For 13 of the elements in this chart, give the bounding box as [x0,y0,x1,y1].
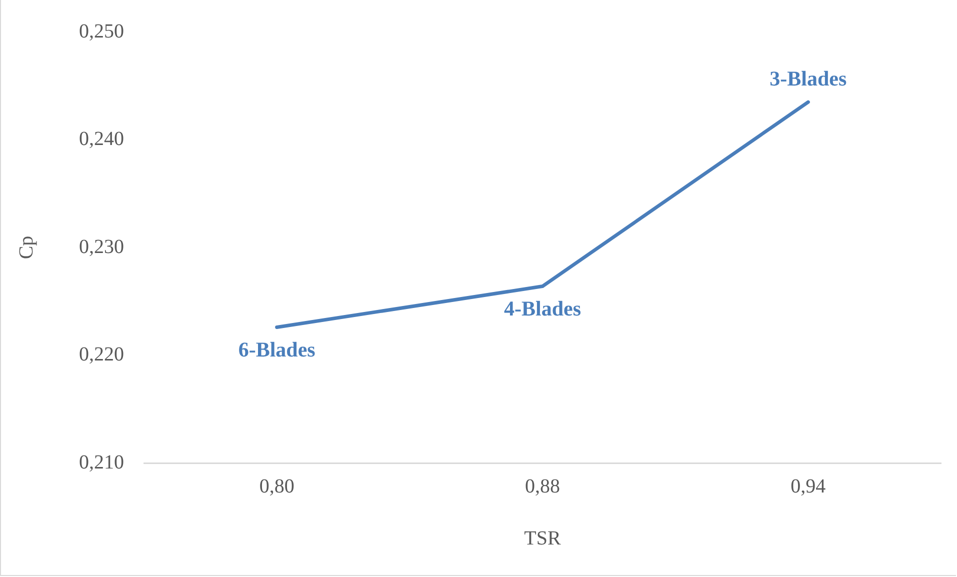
x-axis-title: TSR [524,527,562,550]
y-axis-title: Cp [15,236,38,260]
y-tick-label: 0,230 [79,236,124,258]
y-tick-label: 0,210 [79,451,124,474]
x-tick-label: 0,88 [525,475,560,498]
x-tick-label: 0,94 [790,475,826,498]
y-tick-label: 0,220 [79,344,124,366]
x-tick-label: 0,80 [259,475,294,498]
y-tick-label: 0,240 [79,128,124,150]
annotation: 6-Blades [238,338,316,362]
annotation: 3-Blades [770,66,847,90]
annotation: 4-Blades [504,296,582,321]
y-tick-label: 0,250 [79,20,124,42]
